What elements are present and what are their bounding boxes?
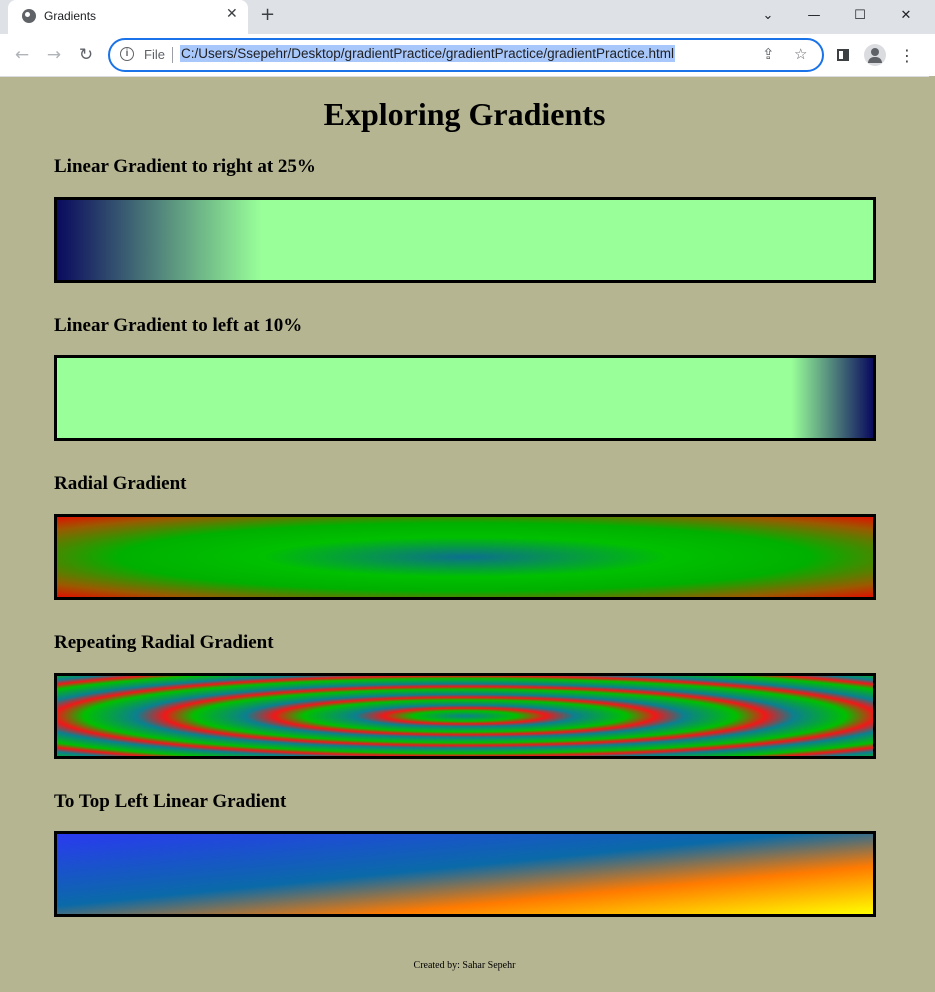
gradient-box-radial xyxy=(54,514,876,600)
forward-button[interactable]: → xyxy=(46,45,62,65)
address-bar[interactable]: i File C:/Users/Ssepehr/Desktop/gradient… xyxy=(108,38,824,72)
tab-search-chevron-icon[interactable]: ⌄ xyxy=(762,7,774,23)
back-button[interactable]: ← xyxy=(14,45,30,65)
gradient-box-linear-right xyxy=(54,197,876,283)
info-icon[interactable]: i xyxy=(120,47,134,61)
share-icon[interactable]: ⇪ xyxy=(762,45,775,63)
tab-strip: Gradients ✕ + ⌄ — ☐ ✕ xyxy=(0,0,935,34)
tab-title: Gradients xyxy=(44,9,97,23)
heading-repeating-radial: Repeating Radial Gradient xyxy=(54,632,274,653)
page-title: Exploring Gradients xyxy=(323,96,606,132)
url-scheme-label: File xyxy=(144,47,165,62)
profile-icon xyxy=(864,44,886,66)
browser-toolbar: ← → ↻ i File C:/Users/Ssepehr/Desktop/gr… xyxy=(0,34,935,77)
menu-icon: ⋮ xyxy=(899,45,915,65)
star-icon[interactable]: ☆ xyxy=(794,45,808,63)
heading-linear-left: Linear Gradient to left at 10% xyxy=(54,315,303,336)
tab-gradients[interactable]: Gradients ✕ xyxy=(8,0,248,34)
globe-icon xyxy=(22,9,36,23)
close-window-button[interactable]: ✕ xyxy=(900,7,912,23)
heading-radial: Radial Gradient xyxy=(54,473,187,494)
side-panel-icon xyxy=(837,49,849,61)
heading-linear-right: Linear Gradient to right at 25% xyxy=(54,156,316,177)
gradient-box-repeating-radial xyxy=(54,673,876,759)
footer-credit: Created by: Sahar Sepehr xyxy=(413,960,516,971)
profile-button[interactable] xyxy=(862,42,888,68)
gradient-box-linear-left xyxy=(54,355,876,441)
url-separator xyxy=(172,47,173,63)
reload-button[interactable]: ↻ xyxy=(78,45,94,65)
url-text[interactable]: C:/Users/Ssepehr/Desktop/gradientPractic… xyxy=(180,45,675,62)
heading-top-left-linear: To Top Left Linear Gradient xyxy=(54,791,287,812)
page-scrollbar[interactable] xyxy=(929,76,935,992)
gradient-box-top-left-linear xyxy=(54,831,876,917)
close-tab-icon[interactable]: ✕ xyxy=(226,6,238,22)
menu-button[interactable]: ⋮ xyxy=(894,42,920,68)
new-tab-button[interactable]: + xyxy=(260,4,276,25)
minimize-button[interactable]: — xyxy=(807,7,821,23)
maximize-button[interactable]: ☐ xyxy=(854,7,866,23)
side-panel-button[interactable] xyxy=(830,42,856,68)
